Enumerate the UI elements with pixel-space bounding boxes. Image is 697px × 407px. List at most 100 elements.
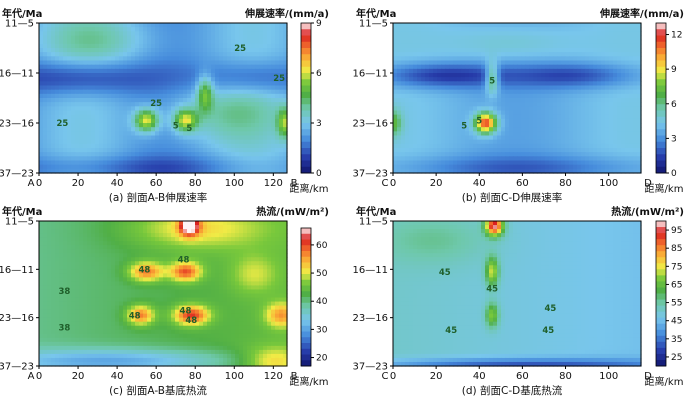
- heatmap-cell: [283, 98, 288, 103]
- heatmap-cell: [131, 81, 136, 87]
- heatmap-cell: [445, 60, 450, 66]
- heatmap-cell: [541, 143, 546, 149]
- heatmap-cell: [629, 160, 634, 166]
- heatmap-cell: [95, 77, 100, 82]
- heatmap-cell: [179, 89, 184, 95]
- heatmap-cell: [75, 114, 80, 120]
- heatmap-cell: [91, 221, 96, 226]
- heatmap-cell: [421, 131, 426, 137]
- heatmap-cell: [501, 131, 506, 137]
- heatmap-cell: [227, 148, 232, 153]
- heatmap-cell: [179, 168, 184, 174]
- heatmap-cell: [75, 27, 80, 32]
- heatmap-cell: [223, 102, 228, 107]
- heatmap-cell: [83, 156, 88, 162]
- heatmap-cell: [613, 118, 618, 124]
- heatmap-cell: [417, 127, 422, 132]
- heatmap-cell: [609, 148, 614, 153]
- heatmap-cell: [47, 229, 52, 234]
- x-tick-label: 0: [390, 178, 396, 189]
- heatmap-cell: [453, 89, 458, 95]
- heatmap-cell: [183, 225, 188, 230]
- heatmap-cell: [171, 241, 176, 246]
- heatmap-cell: [465, 64, 470, 70]
- heatmap-cell: [413, 52, 418, 57]
- heatmap-cell: [601, 89, 606, 95]
- heatmap-cell: [159, 31, 164, 37]
- heatmap-cell: [227, 98, 232, 103]
- heatmap-cell: [489, 114, 494, 120]
- heatmap-cell: [629, 93, 634, 99]
- heatmap-cell: [111, 77, 116, 82]
- heatmap-cell: [95, 139, 100, 145]
- heatmap-cell: [271, 73, 276, 78]
- heatmap-cell: [163, 73, 168, 78]
- heatmap-cell: [465, 168, 470, 174]
- heatmap-cell: [585, 52, 590, 57]
- heatmap-cell: [485, 106, 490, 112]
- heatmap-cell: [629, 127, 634, 132]
- heatmap-cell: [43, 31, 48, 37]
- heatmap-cell: [51, 98, 56, 103]
- heatmap-cell: [211, 168, 216, 174]
- heatmap-cell: [39, 114, 44, 120]
- heatmap-cell: [577, 102, 582, 107]
- heatmap-cell: [589, 102, 594, 107]
- heatmap-cell: [561, 131, 566, 137]
- heatmap-cell: [123, 73, 128, 78]
- heatmap-cell: [195, 152, 200, 157]
- heatmap-cell: [283, 56, 288, 62]
- heatmap-cell: [501, 148, 506, 153]
- heatmap-cell: [433, 127, 438, 132]
- heatmap-cell: [593, 31, 598, 37]
- heatmap-cell: [493, 48, 498, 53]
- heatmap-cell: [223, 110, 228, 116]
- heatmap-cell: [473, 106, 478, 112]
- heatmap-cell: [143, 148, 148, 153]
- heatmap-cell: [561, 114, 566, 120]
- heatmap-cell: [437, 123, 442, 128]
- heatmap-cell: [453, 60, 458, 66]
- heatmap-cell: [59, 43, 64, 49]
- heatmap-cell: [187, 68, 192, 74]
- heatmap-cell: [83, 93, 88, 99]
- heatmap-cell: [529, 68, 534, 74]
- heatmap-cell: [493, 114, 498, 120]
- heatmap-cell: [629, 68, 634, 74]
- heatmap-cell: [107, 68, 112, 74]
- heatmap-cell: [617, 135, 622, 141]
- heatmap-cell: [143, 225, 148, 230]
- heatmap-cell: [91, 139, 96, 145]
- heatmap-cell: [457, 131, 462, 137]
- heatmap-cell: [43, 168, 48, 174]
- heatmap-cell: [115, 43, 120, 49]
- heatmap-cell: [75, 139, 80, 145]
- heatmap-cell: [183, 110, 188, 116]
- heatmap-cell: [195, 89, 200, 95]
- heatmap-cell: [51, 148, 56, 153]
- heatmap-cell: [501, 60, 506, 66]
- heatmap-cell: [39, 56, 44, 62]
- heatmap-cell: [629, 73, 634, 78]
- heatmap-cell: [517, 164, 522, 170]
- heatmap-cell: [417, 68, 422, 74]
- heatmap-cell: [477, 48, 482, 53]
- heatmap-cell: [171, 114, 176, 120]
- heatmap-cell: [613, 27, 618, 32]
- heatmap-cell: [625, 77, 630, 82]
- heatmap-cell: [103, 233, 108, 238]
- heatmap-cell: [577, 152, 582, 157]
- heatmap-cell: [39, 131, 44, 137]
- heatmap-cell: [163, 148, 168, 153]
- heatmap-cell: [633, 93, 638, 99]
- heatmap-cell: [235, 123, 240, 128]
- heatmap-cell: [529, 168, 534, 174]
- heatmap-cell: [47, 98, 52, 103]
- heatmap-cell: [211, 89, 216, 95]
- heatmap-cell: [183, 68, 188, 74]
- heatmap-cell: [425, 135, 430, 141]
- heatmap-cell: [255, 127, 260, 132]
- heatmap-cell: [477, 64, 482, 70]
- heatmap-cell: [111, 85, 116, 91]
- heatmap-cell: [469, 56, 474, 62]
